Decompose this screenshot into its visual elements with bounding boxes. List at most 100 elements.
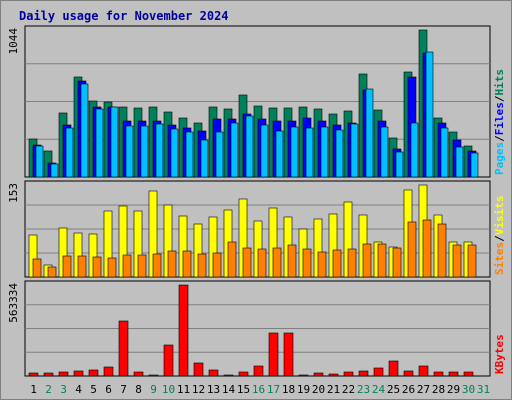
x-tick-label-day-27: 27 bbox=[417, 383, 430, 396]
bar-pages-day-20 bbox=[320, 126, 329, 178]
bar-pages-day-2 bbox=[50, 163, 59, 178]
legend-separator: / bbox=[493, 235, 506, 242]
legend-visitors: Sites/Visits bbox=[493, 196, 506, 276]
legend-requests: Pages/Files/Hits bbox=[493, 69, 506, 175]
bar-kbytes-day-29 bbox=[448, 371, 459, 377]
bar-pages-day-5 bbox=[95, 108, 104, 178]
bar-sites-day-14 bbox=[227, 241, 237, 278]
bar-sites-day-4 bbox=[77, 255, 87, 278]
bar-pages-day-25 bbox=[395, 151, 404, 178]
bar-pages-day-27 bbox=[425, 51, 434, 178]
bar-pages-day-10 bbox=[170, 128, 179, 178]
x-tick-label-day-16: 16 bbox=[252, 383, 265, 396]
x-tick-label-day-14: 14 bbox=[222, 383, 236, 396]
bar-kbytes-day-17 bbox=[268, 332, 279, 377]
bar-kbytes-day-5 bbox=[88, 369, 99, 377]
legend-item-pages: Pages bbox=[493, 142, 506, 175]
bar-sites-day-27 bbox=[422, 219, 432, 278]
legend-kbytes: KBytes bbox=[493, 334, 506, 374]
y-max-label: 1044 bbox=[7, 28, 20, 55]
bar-kbytes-day-28 bbox=[433, 371, 444, 377]
bar-kbytes-day-3 bbox=[58, 371, 69, 377]
bar-pages-day-6 bbox=[110, 106, 119, 178]
x-tick-label-day-13: 13 bbox=[207, 383, 220, 396]
bar-sites-day-23 bbox=[362, 243, 372, 278]
bar-kbytes-day-12 bbox=[193, 362, 204, 377]
bar-kbytes-day-6 bbox=[103, 366, 114, 377]
x-tick-label-day-10: 10 bbox=[162, 383, 175, 396]
x-tick-label-day-20: 20 bbox=[312, 383, 325, 396]
bar-kbytes-day-25 bbox=[388, 360, 399, 377]
x-tick-label-day-29: 29 bbox=[447, 383, 460, 396]
bar-pages-day-15 bbox=[245, 115, 254, 178]
x-tick-label-day-7: 7 bbox=[120, 383, 127, 396]
bar-sites-day-7 bbox=[122, 254, 132, 278]
bar-kbytes-day-26 bbox=[403, 370, 414, 377]
bar-pages-day-22 bbox=[350, 123, 359, 178]
bar-sites-day-15 bbox=[242, 247, 252, 278]
bar-pages-day-13 bbox=[215, 131, 224, 178]
bar-kbytes-day-4 bbox=[73, 370, 84, 377]
x-tick-label-day-6: 6 bbox=[105, 383, 112, 396]
bar-kbytes-day-23 bbox=[358, 370, 369, 377]
bar-kbytes-day-9 bbox=[148, 374, 159, 377]
bar-pages-day-7 bbox=[125, 125, 134, 178]
bar-kbytes-day-21 bbox=[328, 373, 339, 377]
bar-sites-day-19 bbox=[302, 248, 312, 278]
bar-sites-day-5 bbox=[92, 256, 102, 278]
bar-kbytes-day-11 bbox=[178, 284, 189, 377]
bar-sites-day-10 bbox=[167, 250, 177, 278]
bar-pages-day-1 bbox=[35, 145, 44, 178]
bar-pages-day-14 bbox=[230, 122, 239, 178]
bar-pages-day-23 bbox=[365, 88, 374, 178]
x-tick-label-day-24: 24 bbox=[372, 383, 386, 396]
bar-kbytes-day-14 bbox=[223, 374, 234, 377]
legend-item-hits: Hits bbox=[493, 69, 506, 96]
bar-sites-day-6 bbox=[107, 257, 117, 278]
bar-sites-day-28 bbox=[437, 223, 447, 278]
bar-pages-day-21 bbox=[335, 129, 344, 178]
x-tick-label-day-11: 11 bbox=[177, 383, 190, 396]
x-tick-label-day-21: 21 bbox=[327, 383, 340, 396]
bar-pages-day-24 bbox=[380, 126, 389, 178]
legend-item-kbytes: KBytes bbox=[493, 334, 506, 374]
bar-sites-day-30 bbox=[467, 244, 477, 278]
bar-kbytes-day-13 bbox=[208, 369, 219, 377]
bar-pages-day-26 bbox=[410, 122, 419, 178]
bar-pages-day-18 bbox=[290, 126, 299, 178]
bar-sites-day-18 bbox=[287, 244, 297, 278]
x-tick-label-day-2: 2 bbox=[45, 383, 52, 396]
bar-kbytes-day-2 bbox=[43, 372, 54, 377]
bar-sites-day-26 bbox=[407, 221, 417, 278]
bar-sites-day-24 bbox=[377, 243, 387, 278]
bar-sites-day-20 bbox=[317, 251, 327, 278]
bar-pages-day-3 bbox=[65, 127, 74, 178]
x-tick-label-day-28: 28 bbox=[432, 383, 445, 396]
x-tick-label-day-5: 5 bbox=[90, 383, 97, 396]
bar-sites-day-12 bbox=[197, 253, 207, 278]
x-tick-label-day-4: 4 bbox=[75, 383, 82, 396]
bar-pages-day-19 bbox=[305, 127, 314, 178]
legend-item-visits: Visits bbox=[493, 196, 506, 236]
x-tick-label-day-31: 31 bbox=[477, 383, 490, 396]
legend-item-sites: Sites bbox=[493, 242, 506, 275]
bar-kbytes-day-16 bbox=[253, 365, 264, 377]
bar-kbytes-day-19 bbox=[298, 374, 309, 377]
bar-pages-day-16 bbox=[260, 124, 269, 178]
bar-pages-day-12 bbox=[200, 139, 209, 178]
bar-kbytes-day-22 bbox=[343, 371, 354, 377]
bar-sites-day-22 bbox=[347, 248, 357, 278]
x-tick-label-day-26: 26 bbox=[402, 383, 415, 396]
bar-sites-day-2 bbox=[47, 266, 57, 278]
bar-sites-day-13 bbox=[212, 252, 222, 278]
x-tick-label-day-12: 12 bbox=[192, 383, 205, 396]
x-tick-label-day-1: 1 bbox=[30, 383, 37, 396]
bar-sites-day-21 bbox=[332, 249, 342, 278]
bar-kbytes-day-7 bbox=[118, 320, 129, 377]
bar-kbytes-day-30 bbox=[463, 371, 474, 377]
bar-sites-day-9 bbox=[152, 253, 162, 278]
y-max-label: 563334 bbox=[7, 283, 20, 323]
x-tick-label-day-9: 9 bbox=[150, 383, 157, 396]
bar-kbytes-day-10 bbox=[163, 344, 174, 377]
